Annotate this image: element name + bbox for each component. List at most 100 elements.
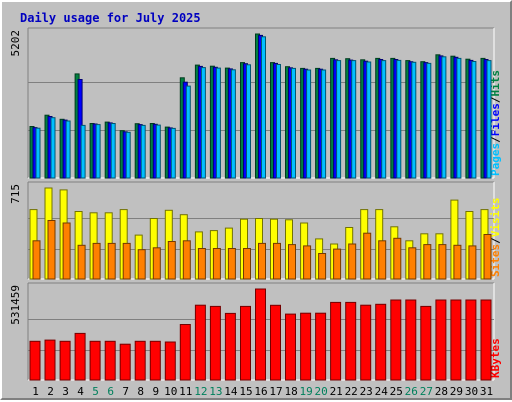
legend-entry: Sites [489, 244, 502, 277]
bar-kbytes-day-11 [179, 324, 191, 381]
legend-entry: Files [489, 103, 502, 136]
x-tick-label: 30 [465, 385, 478, 398]
bar-sites-day-5 [92, 242, 101, 280]
bar-kbytes-day-13 [209, 305, 221, 381]
bar-kbytes-day-22 [345, 301, 357, 381]
bar-sites-day-27 [423, 244, 432, 280]
bar-pages-day-25 [396, 59, 402, 179]
x-tick-label: 29 [450, 385, 463, 398]
bar-sites-day-22 [348, 243, 357, 280]
bar-sites-day-31 [483, 234, 492, 280]
bar-sites-day-17 [273, 242, 281, 280]
x-tick-label: 15 [239, 385, 252, 398]
y-max-label: 5202 [9, 30, 22, 57]
bar-kbytes-day-15 [240, 305, 251, 381]
bar-sites-day-7 [122, 242, 131, 280]
chart-title: Daily usage for July 2025 [20, 11, 201, 25]
legend-entry: Pages [489, 143, 502, 176]
x-tick-label: 27 [420, 385, 433, 398]
bar-sites-day-20 [318, 253, 327, 280]
bar-sites-day-29 [453, 244, 462, 280]
bar-sites-day-28 [438, 244, 447, 280]
bar-pages-day-4 [80, 124, 86, 179]
bar-pages-day-2 [50, 117, 56, 179]
x-tick-label: 17 [269, 385, 282, 398]
bar-pages-day-19 [306, 69, 312, 179]
bar-kbytes-day-28 [435, 299, 447, 381]
bar-kbytes-day-31 [480, 299, 492, 381]
bar-pages-day-9 [155, 124, 161, 179]
legend-entry: KBytes [489, 338, 502, 378]
x-tick-label: 3 [62, 385, 69, 398]
bar-pages-day-29 [456, 57, 462, 179]
x-tick-label: 28 [435, 385, 448, 398]
x-tick-label: 10 [164, 385, 177, 398]
bar-sites-day-16 [258, 242, 266, 280]
x-axis-labels: 1 2 3 4 5 6 7 8 9 10 11 12 13 14 15 16 17 18 19 20 21 22 23 24 2… [32, 385, 493, 398]
x-tick-label: 4 [77, 385, 84, 398]
x-tick-label: 21 [330, 385, 343, 398]
bar-kbytes-day-9 [149, 340, 161, 381]
bar-sites-day-19 [303, 245, 312, 280]
bar-pages-day-5 [95, 124, 101, 179]
chart-panels: 5202Pages/Files/Hits715Sites/Visits53145… [9, 27, 502, 381]
bar-kbytes-day-7 [119, 343, 131, 381]
x-tick-label: 25 [390, 385, 403, 398]
bar-sites-day-23 [363, 232, 372, 280]
legend-entry: / [489, 96, 502, 103]
bar-pages-day-7 [125, 131, 131, 179]
bar-kbytes-day-21 [330, 301, 342, 381]
bar-pages-day-14 [230, 69, 236, 179]
bar-pages-day-11 [185, 85, 191, 179]
x-tick-label: 18 [284, 385, 297, 398]
bar-kbytes-day-20 [315, 312, 327, 381]
bar-kbytes-day-24 [375, 303, 387, 381]
bar-kbytes-day-10 [164, 341, 176, 381]
bar-pages-day-6 [110, 123, 116, 179]
panel-2: 715 Sites/Visits [9, 181, 502, 280]
bar-kbytes-day-19 [300, 312, 312, 381]
bar-sites-day-21 [333, 248, 342, 280]
bar-sites-day-4 [77, 244, 86, 280]
bar-sites-day-10 [167, 241, 176, 280]
bar-kbytes-day-29 [450, 299, 462, 381]
bar-sites-day-14 [227, 248, 236, 280]
bar-sites-day-30 [468, 245, 477, 280]
x-tick-label: 6 [107, 385, 114, 398]
bar-kbytes-day-26 [405, 299, 417, 381]
bar-pages-day-21 [336, 60, 342, 179]
legend-entry: Visits [489, 198, 502, 238]
bar-pages-day-18 [291, 67, 296, 179]
bar-sites-day-11 [182, 240, 191, 280]
x-tick-label: 13 [209, 385, 222, 398]
bar-pages-day-16 [261, 36, 266, 179]
bar-kbytes-day-16 [255, 288, 266, 381]
x-tick-label: 23 [360, 385, 373, 398]
legend: Pages/Files/Hits [489, 70, 502, 176]
bar-sites-day-1 [32, 240, 41, 280]
bar-kbytes-day-12 [194, 304, 206, 381]
bar-kbytes-day-27 [420, 305, 432, 381]
bar-pages-day-23 [366, 61, 372, 179]
bar-kbytes-day-4 [74, 332, 86, 381]
legend-entry: / [489, 237, 502, 244]
bar-pages-day-12 [200, 67, 206, 179]
bar-sites-day-9 [152, 247, 161, 280]
bar-kbytes-day-17 [270, 304, 281, 381]
bar-kbytes-day-30 [465, 299, 477, 381]
x-tick-label: 22 [345, 385, 358, 398]
bar-sites-day-13 [212, 248, 221, 280]
x-tick-label: 19 [299, 385, 312, 398]
x-tick-label: 20 [314, 385, 327, 398]
bar-kbytes-day-8 [134, 340, 146, 381]
bar-sites-day-25 [393, 237, 402, 280]
bar-pages-day-8 [140, 124, 146, 179]
bar-sites-day-15 [243, 248, 251, 280]
y-max-label: 531459 [9, 285, 22, 325]
bar-kbytes-day-6 [104, 340, 116, 381]
bar-kbytes-day-23 [360, 304, 372, 381]
bar-kbytes-day-18 [285, 313, 296, 381]
x-tick-label: 9 [152, 385, 159, 398]
